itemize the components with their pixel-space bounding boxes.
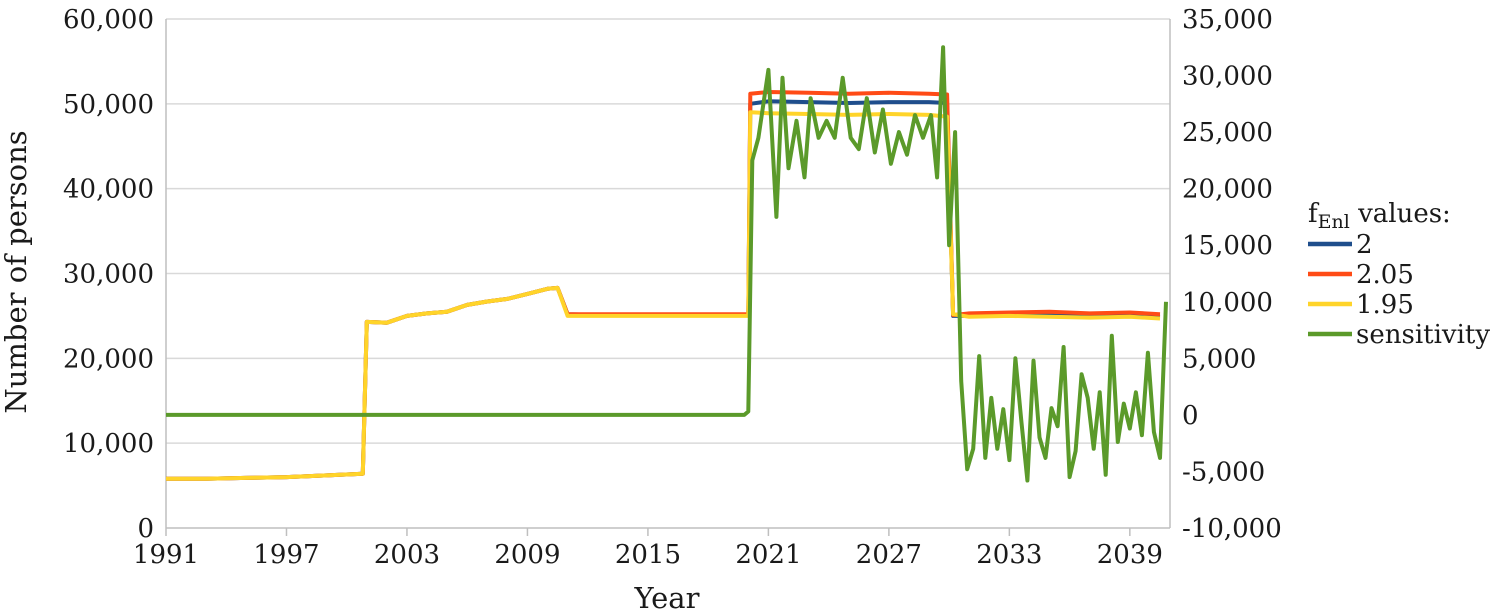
- legend-label: sensitivity: [1356, 320, 1490, 350]
- x-axis-title: Year: [634, 581, 700, 613]
- y2-tick-label: 20,000: [1182, 175, 1273, 205]
- series-line-sensitivity: [166, 45, 1168, 483]
- x-tick-label: 2033: [976, 540, 1042, 570]
- y-tick-label: 50,000: [63, 90, 154, 120]
- y2-tick-label: -5,000: [1182, 457, 1265, 487]
- y-axis-left-ticks: 0 10,000 20,000 30,000 40,000 50,000 60,000: [63, 5, 154, 544]
- y-tick-label: 40,000: [63, 175, 154, 205]
- y2-tick-label: 35,000: [1182, 5, 1273, 35]
- x-tick-label: 2009: [494, 540, 560, 570]
- y-tick-label: 60,000: [63, 5, 154, 35]
- y2-tick-label: 10,000: [1182, 288, 1273, 318]
- y2-tick-label: 25,000: [1182, 118, 1273, 148]
- y2-tick-label: 15,000: [1182, 231, 1273, 261]
- x-axis-ticks: 1991 1997 2003 2009 2015 2021 2027 2033 2039: [133, 528, 1163, 570]
- x-tick-label: 1997: [253, 540, 319, 570]
- y-tick-label: 30,000: [63, 260, 154, 290]
- y-axis-title: Number of persons: [0, 130, 33, 413]
- y-tick-label: 0: [137, 514, 154, 544]
- gridlines: [166, 18, 1170, 444]
- series-layer: [166, 45, 1168, 483]
- x-tick-label: 2027: [856, 540, 922, 570]
- y2-tick-label: 5,000: [1182, 344, 1256, 374]
- x-tick-label: 1991: [133, 540, 199, 570]
- legend-title-main: f: [1308, 199, 1320, 229]
- x-tick-label: 2015: [615, 540, 681, 570]
- legend-label: 2: [1356, 230, 1373, 260]
- y-axis-right-ticks: -10,000 -5,000 0 5,000 10,000 15,000 20,000 25,…: [1182, 5, 1282, 544]
- series-line-1.95: [166, 110, 1161, 481]
- y2-tick-label: -10,000: [1182, 514, 1282, 544]
- x-tick-label: 2021: [735, 540, 801, 570]
- y-tick-label: 10,000: [63, 429, 154, 459]
- x-tick-label: 2039: [1097, 540, 1163, 570]
- legend-label: 2.05: [1356, 260, 1414, 290]
- legend-title-rest: values:: [1350, 199, 1451, 229]
- legend-label: 1.95: [1356, 290, 1414, 320]
- y-tick-label: 20,000: [63, 344, 154, 374]
- y2-tick-label: 0: [1182, 401, 1199, 431]
- y2-tick-label: 30,000: [1182, 62, 1273, 92]
- axes: [165, 19, 1171, 529]
- legend-title-sub: Enl: [1318, 211, 1350, 233]
- legend-title: fEnl values:: [1308, 199, 1451, 233]
- x-tick-label: 2003: [374, 540, 440, 570]
